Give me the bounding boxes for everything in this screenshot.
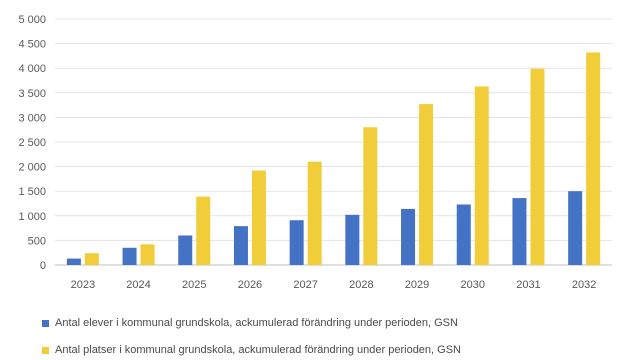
y-tick-label: 500 xyxy=(28,235,46,247)
y-tick-label: 0 xyxy=(40,260,46,272)
y-tick-label: 4 000 xyxy=(18,63,46,75)
bar-elever-2028 xyxy=(345,214,360,265)
bar-platser-2031 xyxy=(530,68,545,265)
bar-platser-2026 xyxy=(251,170,266,265)
x-tick-label: 2027 xyxy=(293,279,317,291)
bar-elever-2030 xyxy=(456,204,471,265)
x-tick-label: 2029 xyxy=(405,279,429,291)
bar-platser-2028 xyxy=(363,127,378,266)
legend-swatch-platser xyxy=(42,346,49,354)
bar-platser-2024 xyxy=(140,244,155,265)
bar-elever-2025 xyxy=(178,235,193,265)
y-tick-label: 3 500 xyxy=(18,88,46,100)
x-tick-label: 2026 xyxy=(238,279,262,291)
legend-label-elever: Antal elever i kommunal grundskola, acku… xyxy=(55,317,458,329)
bar-elever-2024 xyxy=(122,247,137,265)
bar-chart: 0 500 1 000 1 500 2 000 2 500 3 000 3 500 4 000 4… xyxy=(18,14,612,291)
legend-item-elever: Antal elever i kommunal grundskola, acku… xyxy=(42,317,458,329)
y-tick-label: 3 000 xyxy=(18,112,46,124)
bar-platser-2030 xyxy=(474,86,489,266)
bar-elever-2023 xyxy=(66,258,81,265)
bar-elever-2027 xyxy=(289,220,304,265)
bar-platser-2025 xyxy=(196,196,211,265)
x-tick-label: 2028 xyxy=(349,279,373,291)
bar-platser-2032 xyxy=(586,52,601,266)
y-tick-label: 2 000 xyxy=(18,162,46,174)
y-tick-label: 1 000 xyxy=(18,211,46,223)
y-tick-label: 1 500 xyxy=(18,186,46,198)
bar-elever-2029 xyxy=(401,208,416,265)
legend-item-platser: Antal platser i kommunal grundskola, ack… xyxy=(42,344,461,356)
x-tick-label: 2032 xyxy=(572,279,596,291)
x-tick-label: 2030 xyxy=(461,279,485,291)
bar-elever-2031 xyxy=(512,198,527,265)
bar-elever-2026 xyxy=(233,226,248,265)
x-tick-label: 2023 xyxy=(71,279,95,291)
bar-elever-2032 xyxy=(568,191,583,265)
legend-label-platser: Antal platser i kommunal grundskola, ack… xyxy=(55,344,461,356)
bar-platser-2023 xyxy=(84,253,99,265)
y-tick-label: 2 500 xyxy=(18,137,46,149)
bar-platser-2027 xyxy=(307,161,322,265)
y-tick-label: 5 000 xyxy=(18,14,46,26)
x-tick-label: 2024 xyxy=(126,279,150,291)
x-tick-label: 2025 xyxy=(182,279,206,291)
y-tick-label: 4 500 xyxy=(18,39,46,51)
legend-swatch-elever xyxy=(42,319,49,327)
bar-platser-2029 xyxy=(419,104,434,265)
x-tick-label: 2031 xyxy=(516,279,540,291)
